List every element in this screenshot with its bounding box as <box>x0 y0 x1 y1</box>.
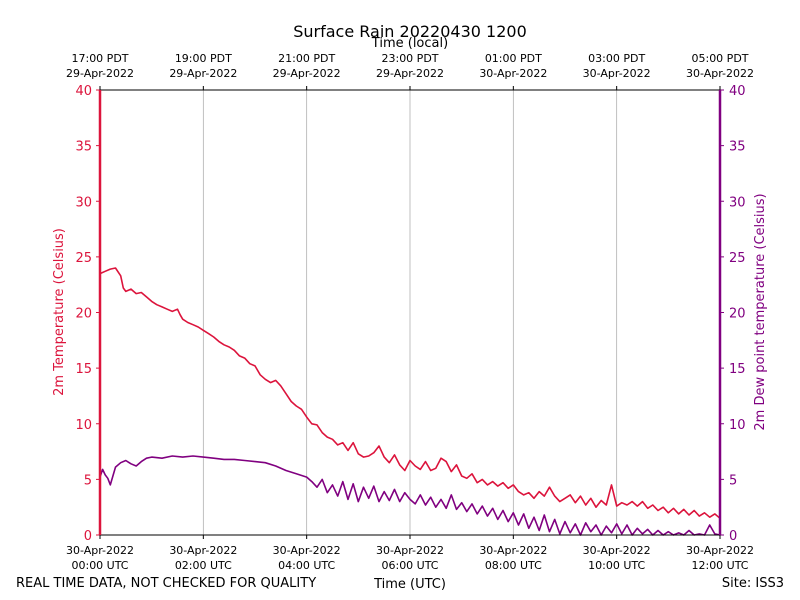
site-label: Site: ISS3 <box>722 576 784 591</box>
top-tick-label: 29-Apr-2022 <box>66 67 134 80</box>
top-x-ticks: 17:00 PDT 29-Apr-2022 19:00 PDT 29-Apr-2022… <box>66 52 754 90</box>
x-tick-label: 30-Apr-2022 <box>583 544 651 557</box>
y-tick-label: 15 <box>75 362 92 377</box>
x-axis-label: Time (UTC) <box>373 577 446 592</box>
top-tick-label: 30-Apr-2022 <box>583 67 651 80</box>
right-y-axis-label: 2m Dew point temperature (Celsius) <box>753 193 768 430</box>
y-tick-label: 35 <box>729 140 746 155</box>
y-tick-label: 10 <box>729 418 746 433</box>
series-lines <box>99 267 721 536</box>
x-tick-label: 30-Apr-2022 <box>66 544 134 557</box>
top-axis-label: Time (local) <box>371 36 448 51</box>
x-tick-label: 10:00 UTC <box>588 559 645 572</box>
x-tick-label: 30-Apr-2022 <box>273 544 341 557</box>
y-tick-label: 30 <box>729 195 746 210</box>
y-tick-label: 40 <box>729 84 746 99</box>
y-tick-label: 0 <box>729 529 737 544</box>
top-tick-label: 30-Apr-2022 <box>479 67 547 80</box>
right-y-ticks: 0 5 10 15 20 25 30 35 40 <box>720 84 746 544</box>
x-tick-label: 04:00 UTC <box>278 559 335 572</box>
y-tick-label: 40 <box>75 84 92 99</box>
top-tick-label: 01:00 PDT <box>485 52 542 65</box>
y-tick-label: 25 <box>729 251 746 266</box>
left-y-axis-label: 2m Temperature (Celsius) <box>52 228 67 396</box>
grid-lines <box>99 90 721 535</box>
y-tick-label: 30 <box>75 195 92 210</box>
top-tick-label: 19:00 PDT <box>175 52 232 65</box>
top-tick-label: 17:00 PDT <box>71 52 128 65</box>
chart-title: Surface Rain 20220430 1200 <box>293 22 527 41</box>
top-tick-label: 29-Apr-2022 <box>376 67 444 80</box>
y-tick-label: 20 <box>729 307 746 322</box>
x-tick-label: 30-Apr-2022 <box>376 544 444 557</box>
y-tick-label: 5 <box>729 473 737 488</box>
top-tick-label: 03:00 PDT <box>588 52 645 65</box>
x-tick-label: 00:00 UTC <box>71 559 128 572</box>
top-tick-label: 29-Apr-2022 <box>169 67 237 80</box>
x-tick-label: 06:00 UTC <box>381 559 438 572</box>
top-tick-label: 23:00 PDT <box>381 52 438 65</box>
y-tick-label: 25 <box>75 251 92 266</box>
y-tick-label: 35 <box>75 140 92 155</box>
y-tick-label: 20 <box>75 307 92 322</box>
x-tick-label: 30-Apr-2022 <box>686 544 754 557</box>
x-tick-label: 02:00 UTC <box>175 559 232 572</box>
x-tick-label: 08:00 UTC <box>485 559 542 572</box>
top-tick-label: 29-Apr-2022 <box>273 67 341 80</box>
left-y-ticks: 0 5 10 15 20 25 30 35 40 <box>75 84 100 544</box>
quality-disclaimer: REAL TIME DATA, NOT CHECKED FOR QUALITY <box>16 576 316 591</box>
temperature-line <box>99 267 721 519</box>
dewpoint-line <box>99 455 721 536</box>
top-tick-label: 05:00 PDT <box>691 52 748 65</box>
y-tick-label: 5 <box>84 473 92 488</box>
top-tick-label: 21:00 PDT <box>278 52 335 65</box>
y-tick-label: 15 <box>729 362 746 377</box>
y-tick-label: 0 <box>84 529 92 544</box>
x-tick-label: 12:00 UTC <box>691 559 748 572</box>
bottom-x-ticks: 30-Apr-2022 00:00 UTC 30-Apr-2022 02:00 UTC… <box>66 535 754 572</box>
x-tick-label: 30-Apr-2022 <box>479 544 547 557</box>
y-tick-label: 10 <box>75 418 92 433</box>
top-tick-label: 30-Apr-2022 <box>686 67 754 80</box>
x-tick-label: 30-Apr-2022 <box>169 544 237 557</box>
